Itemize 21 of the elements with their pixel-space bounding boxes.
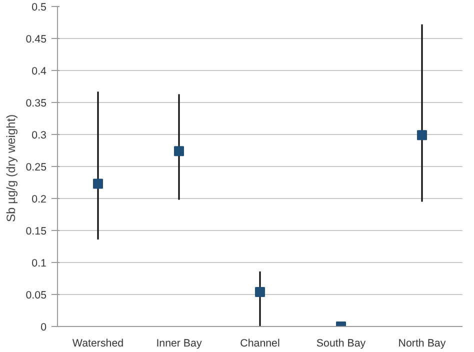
x-tick-label: Inner Bay [156, 338, 202, 350]
x-tick-label: South Bay [316, 338, 366, 350]
y-tick-label: 0.5 [32, 2, 47, 14]
x-tick-label: Watershed [72, 338, 124, 350]
y-tick-label: 0.25 [26, 162, 47, 174]
y-tick-label: 0 [40, 322, 47, 334]
y-tick-label: 0.1 [32, 258, 47, 270]
x-tick-label: Channel [240, 338, 280, 350]
y-tick-label: 0.35 [26, 98, 47, 110]
x-tick-label: North Bay [398, 338, 446, 350]
point [174, 146, 184, 156]
point [255, 286, 265, 297]
y-axis-title: Sb µg/g (dry weight) [4, 114, 18, 222]
y-tick-label: 0.45 [26, 34, 47, 46]
y-tick-label: 0.4 [32, 66, 47, 78]
y-tick-label: 0.3 [32, 130, 47, 142]
y-tick-label: 0.2 [32, 194, 47, 206]
point [93, 178, 103, 189]
y-tick-label: 0.05 [26, 290, 47, 302]
y-tick-label: 0.15 [26, 226, 47, 238]
point [417, 130, 427, 140]
